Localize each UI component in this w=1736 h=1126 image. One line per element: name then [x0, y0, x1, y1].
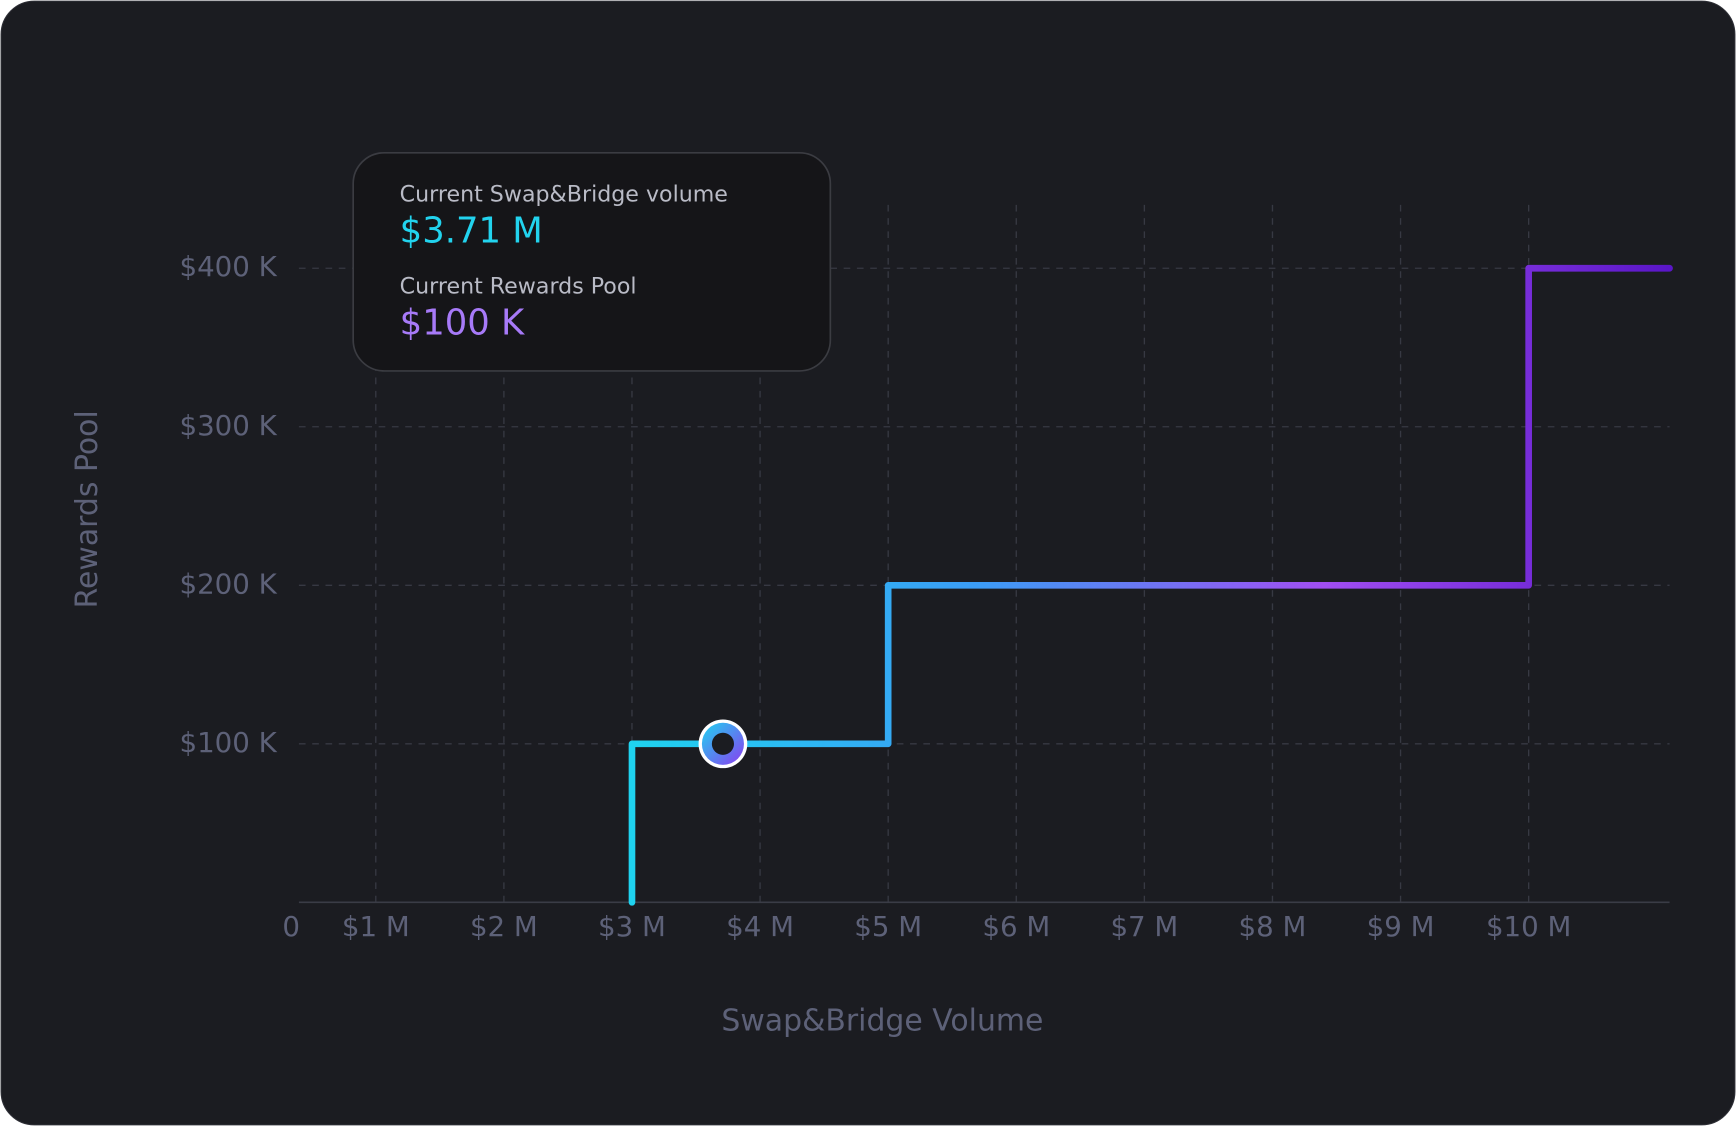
- step-line: [628, 264, 1673, 906]
- tooltip-x-title: Current Swap&Bridge volume: [400, 181, 728, 207]
- x-tick-label: $10 M: [1486, 910, 1571, 943]
- x-tick-label: $7 M: [1110, 910, 1178, 943]
- tooltip-x-value: $3.71 M: [400, 211, 543, 252]
- y-tick-label: $400 K: [179, 250, 277, 283]
- tooltip-box: [352, 151, 832, 372]
- x-tick-label: $2 M: [470, 910, 538, 943]
- y-axis-title: Rewards Pool: [70, 410, 105, 608]
- y-tick-label: $300 K: [179, 409, 277, 442]
- marker-center: [711, 732, 735, 755]
- x-tick-label: $3 M: [598, 910, 666, 943]
- x-tick-label: $6 M: [982, 910, 1050, 943]
- y-tick-label: $100 K: [179, 726, 277, 759]
- tooltip-y-value: $100 K: [400, 302, 525, 343]
- current-marker: [698, 719, 748, 769]
- x-tick-label: $9 M: [1367, 910, 1435, 943]
- x-tick-label: $1 M: [342, 910, 410, 943]
- tooltip: Current Swap&Bridge volume $3.71 M Curre…: [352, 151, 832, 372]
- y-tick-label: $200 K: [179, 567, 277, 600]
- x-tick-label: $5 M: [854, 910, 922, 943]
- origin-label: 0: [282, 910, 300, 943]
- tooltip-y-title: Current Rewards Pool: [400, 273, 637, 299]
- x-tick-label: $4 M: [726, 910, 794, 943]
- x-axis-title: Swap&Bridge Volume: [721, 1003, 1043, 1038]
- x-tick-label: $8 M: [1239, 910, 1307, 943]
